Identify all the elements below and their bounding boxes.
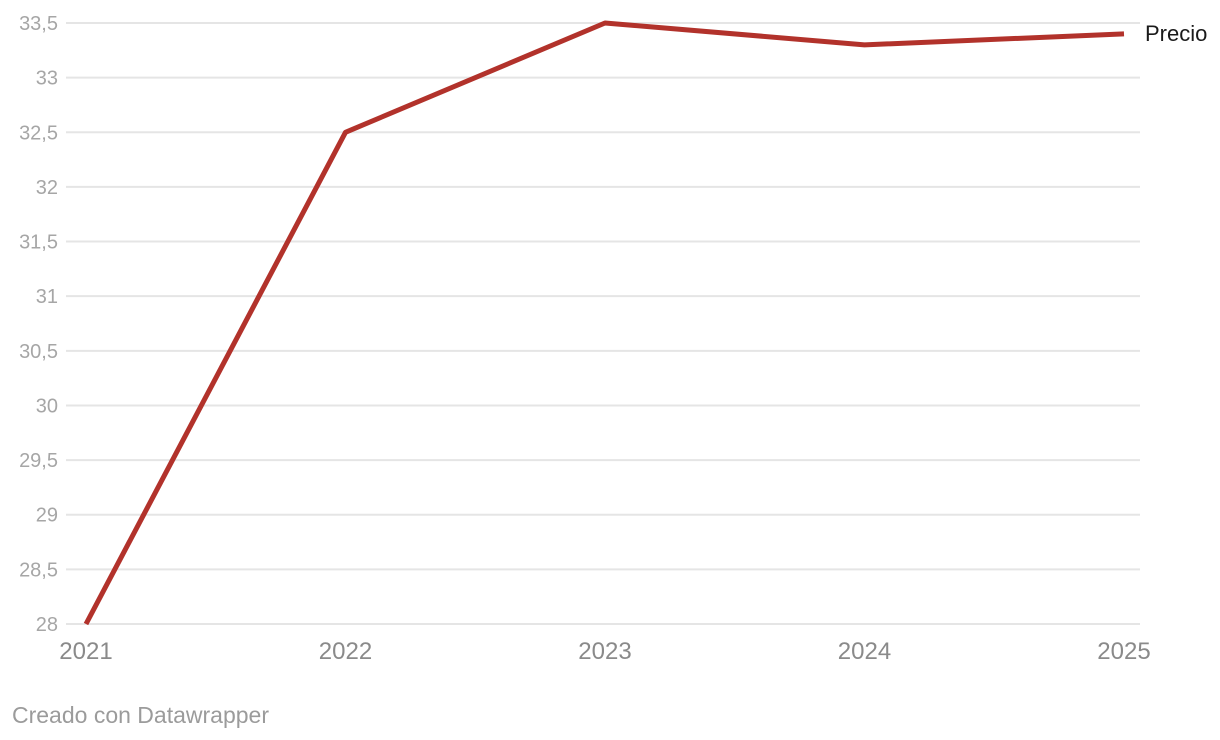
y-tick-label: 31,5	[19, 232, 58, 254]
series-legend-label: Precio	[1145, 21, 1208, 46]
y-tick-label: 28,5	[19, 559, 58, 581]
y-tick-label: 32,5	[19, 122, 58, 144]
datawrapper-attribution-link[interactable]: Creado con Datawrapper	[12, 702, 269, 728]
price-line	[83, 20, 1125, 626]
y-tick-label: 29	[36, 505, 58, 527]
y-tick-label: 32	[36, 177, 58, 199]
y-tick-label: 30,5	[19, 341, 58, 363]
x-tick-label: 2024	[838, 638, 891, 665]
y-tick-label: 30	[36, 395, 58, 417]
y-tick-label: 31	[36, 286, 58, 308]
x-tick-label: 2023	[578, 638, 631, 665]
y-tick-label: 33	[36, 68, 58, 90]
y-tick-label: 33,5	[19, 13, 58, 35]
x-tick-label: 2025	[1097, 638, 1150, 665]
y-tick-label: 29,5	[19, 450, 58, 472]
x-tick-label: 2021	[59, 638, 112, 665]
line-chart: 28 28,5 29 29,5 30 30,5 31 31,5 32 32,5 33 33,5 2021…	[19, 13, 1151, 665]
x-tick-label: 2022	[319, 638, 372, 665]
y-tick-label: 28	[36, 614, 58, 636]
